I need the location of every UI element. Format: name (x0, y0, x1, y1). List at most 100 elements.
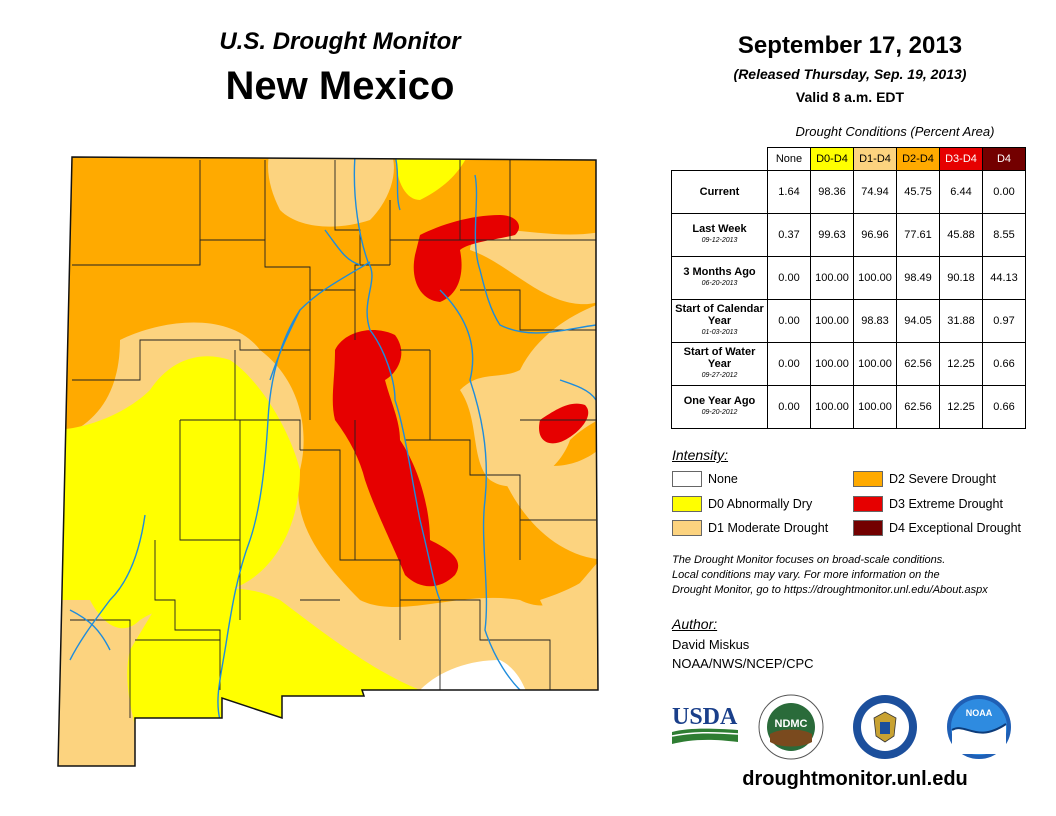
table-cell: 74.94 (853, 170, 897, 214)
table-cell: 44.13 (982, 256, 1026, 300)
d3-region-north (413, 215, 520, 302)
ndmc-logo: NDMC (758, 694, 824, 760)
row-label-text: Current (699, 186, 740, 198)
col-header-d3-d4: D3-D4 (939, 147, 983, 171)
table-cell: 99.63 (810, 213, 854, 257)
usda-logo-text: USDA (672, 704, 738, 730)
table-cell: 100.00 (810, 342, 854, 386)
website-url[interactable]: droughtmonitor.unl.edu (742, 768, 968, 790)
table-cell: 90.18 (939, 256, 983, 300)
legend-label: D3 Extreme Drought (889, 497, 1003, 511)
legend-swatch (672, 496, 702, 512)
legend-label: D4 Exceptional Drought (889, 521, 1022, 535)
commerce-seal (853, 695, 917, 759)
table-cell: 77.61 (896, 213, 940, 257)
col-header-d0-d4: D0-D4 (810, 147, 854, 171)
d1-region-east (460, 300, 598, 487)
author-organization: NOAA/NWS/NCEP/CPC (672, 656, 814, 671)
note-line: The Drought Monitor focuses on broad-sca… (672, 554, 946, 566)
legend-swatch (672, 520, 702, 536)
table-cell: 31.88 (939, 299, 983, 343)
author-name: David Miskus (672, 637, 750, 652)
row-label-text: 3 Months Ago (683, 266, 756, 278)
table-cell: 0.97 (982, 299, 1026, 343)
disclaimer-note: The Drought Monitor focuses on broad-sca… (672, 553, 1042, 598)
table-cell: 98.49 (896, 256, 940, 300)
note-line: Drought Monitor, go to https://droughtmo… (672, 584, 988, 596)
table-cell: 98.83 (853, 299, 897, 343)
legend-swatch (672, 471, 702, 487)
d1-region-north (268, 157, 394, 227)
row-label: Start of Calendar Year 01-03-2013 (671, 299, 768, 343)
legend-label: D1 Moderate Drought (708, 521, 829, 535)
table-cell: 100.00 (810, 299, 854, 343)
row-label: One Year Ago 09-20-2012 (671, 385, 768, 429)
legend-item-none: None (672, 471, 738, 487)
d0-region-west (58, 356, 300, 629)
row-label-text: Last Week (692, 223, 747, 235)
valid-time: Valid 8 a.m. EDT (795, 89, 905, 105)
usda-logo: USDA (671, 704, 739, 744)
table-row: One Year Ago 09-20-2012 0.00 100.00 100.00 62… (671, 385, 1026, 429)
table-cell: 0.00 (767, 342, 811, 386)
table-cell: 0.00 (767, 299, 811, 343)
col-header-d4: D4 (982, 147, 1026, 171)
ndmc-logo-text: NDMC (775, 718, 808, 730)
table-cell: 62.56 (896, 385, 940, 429)
state-border (57, 156, 599, 767)
rivers (69, 157, 597, 721)
map-subtitle: U.S. Drought Monitor (219, 28, 461, 55)
table-row: Start of Calendar Year 01-03-2013 0.00 100.… (671, 299, 1026, 343)
drought-conditions-table: None D0-D4 D1-D4 D2-D4 D3-D4 D4 Current 1… (671, 147, 1026, 429)
map-title: New Mexico (225, 64, 455, 108)
table-row: Current 1.64 98.36 74.94 45.75 6.44 0.00 (671, 170, 1026, 214)
table-cell: 8.55 (982, 213, 1026, 257)
table-cell: 0.37 (767, 213, 811, 257)
table-cell: 0.00 (767, 385, 811, 429)
table-cell: 96.96 (853, 213, 897, 257)
table-cell: 0.00 (982, 170, 1026, 214)
table-corner (672, 148, 768, 171)
table-cell: 6.44 (939, 170, 983, 214)
table-cell: 100.00 (853, 342, 897, 386)
row-date: 09-12-2013 (701, 237, 738, 244)
legend-title: Intensity: (672, 447, 729, 463)
table-cell: 45.88 (939, 213, 983, 257)
drought-map (57, 156, 599, 767)
d3-region-east (539, 403, 589, 444)
table-cell: 100.00 (853, 385, 897, 429)
row-label: Start of Water Year 09-27-2012 (671, 342, 768, 386)
d1-region-southeast (540, 560, 598, 700)
legend-swatch (853, 496, 883, 512)
legend-item-d2: D2 Severe Drought (853, 471, 996, 487)
table-cell: 12.25 (939, 385, 983, 429)
legend-label: D0 Abnormally Dry (708, 497, 813, 511)
table-title: Drought Conditions (Percent Area) (795, 124, 995, 139)
row-label: 3 Months Ago 06-20-2013 (671, 256, 768, 300)
row-label-text: Start of Water Year (683, 346, 756, 370)
table-cell: 100.00 (853, 256, 897, 300)
d1-region-northeast (470, 230, 598, 305)
table-cell: 1.64 (767, 170, 811, 214)
legend-item-d0: D0 Abnormally Dry (672, 496, 812, 512)
row-label: Last Week 09-12-2013 (671, 213, 768, 257)
table-cell: 100.00 (810, 256, 854, 300)
noaa-logo-text: NOAA (966, 708, 993, 718)
d1-region-east-lower (500, 440, 598, 560)
legend-item-d1: D1 Moderate Drought (672, 520, 828, 536)
legend-item-d3: D3 Extreme Drought (853, 496, 1003, 512)
row-date: 01-03-2013 (701, 329, 738, 336)
d3-region-central (332, 330, 459, 587)
table-header-row: None D0-D4 D1-D4 D2-D4 D3-D4 D4 (672, 147, 1026, 171)
legend-swatch (853, 520, 883, 536)
report-date: September 17, 2013 (737, 32, 963, 59)
noaa-logo: NOAA (947, 695, 1011, 759)
legend-swatch (853, 471, 883, 487)
author-heading: Author: (672, 616, 718, 632)
legend-label: None (708, 472, 738, 486)
table-row: Start of Water Year 09-27-2012 0.00 100.00 1… (671, 342, 1026, 386)
d0-region-north (395, 157, 470, 200)
row-label-text: Start of Calendar Year (675, 303, 764, 327)
row-date: 09-20-2012 (701, 409, 738, 416)
row-label-text: One Year Ago (683, 395, 756, 407)
